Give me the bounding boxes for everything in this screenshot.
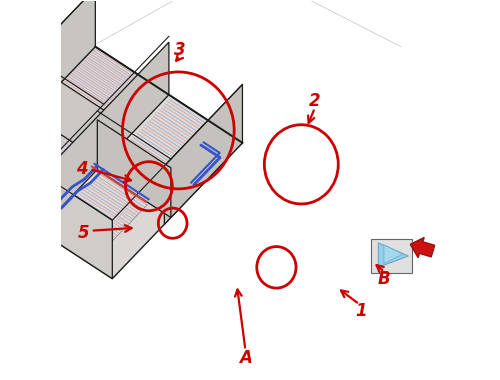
- Polygon shape: [0, 114, 96, 205]
- Polygon shape: [164, 84, 242, 224]
- Polygon shape: [0, 47, 242, 279]
- Polygon shape: [0, 124, 36, 229]
- Polygon shape: [54, 169, 149, 248]
- Text: A: A: [239, 349, 252, 367]
- Bar: [370, 239, 412, 273]
- Text: 3: 3: [174, 41, 186, 59]
- Text: B: B: [378, 270, 390, 288]
- Polygon shape: [46, 177, 112, 279]
- Polygon shape: [384, 245, 403, 264]
- Text: 4: 4: [76, 160, 88, 178]
- Polygon shape: [30, 62, 104, 163]
- FancyArrow shape: [410, 238, 434, 258]
- Text: Adobe Stock | #115552085: Adobe Stock | #115552085: [66, 155, 71, 241]
- Polygon shape: [39, 42, 169, 231]
- Polygon shape: [30, 47, 169, 163]
- Text: 1: 1: [356, 302, 367, 320]
- Polygon shape: [98, 95, 242, 217]
- Polygon shape: [0, 0, 96, 182]
- Polygon shape: [98, 120, 171, 217]
- Text: 2: 2: [309, 92, 320, 110]
- Polygon shape: [378, 243, 408, 268]
- Text: 5: 5: [78, 224, 89, 242]
